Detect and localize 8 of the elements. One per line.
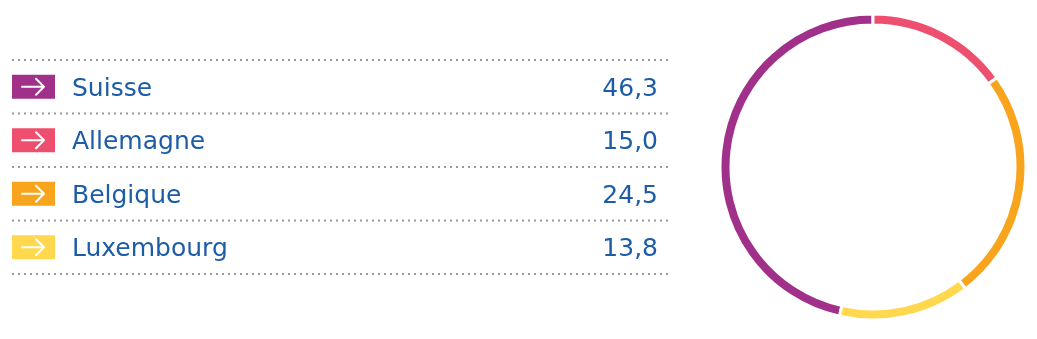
legend-label: Belgique — [72, 179, 182, 209]
data-label: 24,5 — [602, 179, 658, 209]
data-label: 13,8 — [602, 233, 658, 263]
legend-label: Allemagne — [72, 126, 206, 156]
data-label: 15,0 — [602, 126, 658, 156]
data-label: 46,3 — [602, 72, 658, 102]
legend-label: Suisse — [72, 72, 153, 102]
legend-label: Luxembourg — [72, 233, 228, 263]
